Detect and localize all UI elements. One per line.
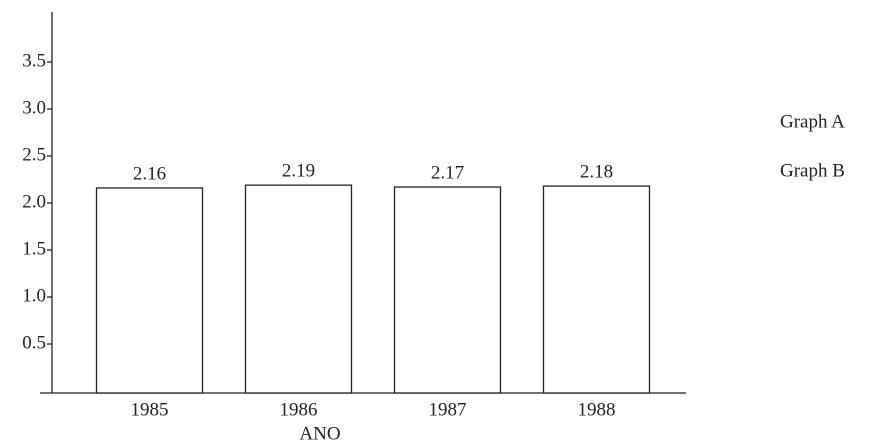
annotation: Graph A xyxy=(780,111,845,132)
x-tick-label: 1985 xyxy=(131,399,169,420)
x-tick-label: 1988 xyxy=(578,399,616,420)
y-tick-label: 0.5 xyxy=(22,332,46,353)
x-axis-label: ANO xyxy=(299,423,340,444)
x-tick-label: 1986 xyxy=(280,399,318,420)
y-tick-label: 2.0 xyxy=(22,191,46,212)
x-tick-label: 1987 xyxy=(429,399,467,420)
bar xyxy=(393,186,502,394)
bar xyxy=(542,185,651,394)
data-label: 2.17 xyxy=(431,162,464,183)
data-label: 2.19 xyxy=(282,160,315,181)
y-tick-label: 1.5 xyxy=(22,238,46,259)
annotation: Graph B xyxy=(780,160,845,181)
bar xyxy=(244,184,353,394)
y-tick-label: 3.5 xyxy=(22,50,46,71)
data-label: 2.18 xyxy=(580,161,613,182)
y-tick-label: 3.0 xyxy=(22,97,46,118)
y-tick-label: 1.0 xyxy=(22,285,46,306)
y-tick-label: 2.5 xyxy=(22,144,46,165)
bar xyxy=(95,187,204,394)
data-label: 2.16 xyxy=(133,163,166,184)
